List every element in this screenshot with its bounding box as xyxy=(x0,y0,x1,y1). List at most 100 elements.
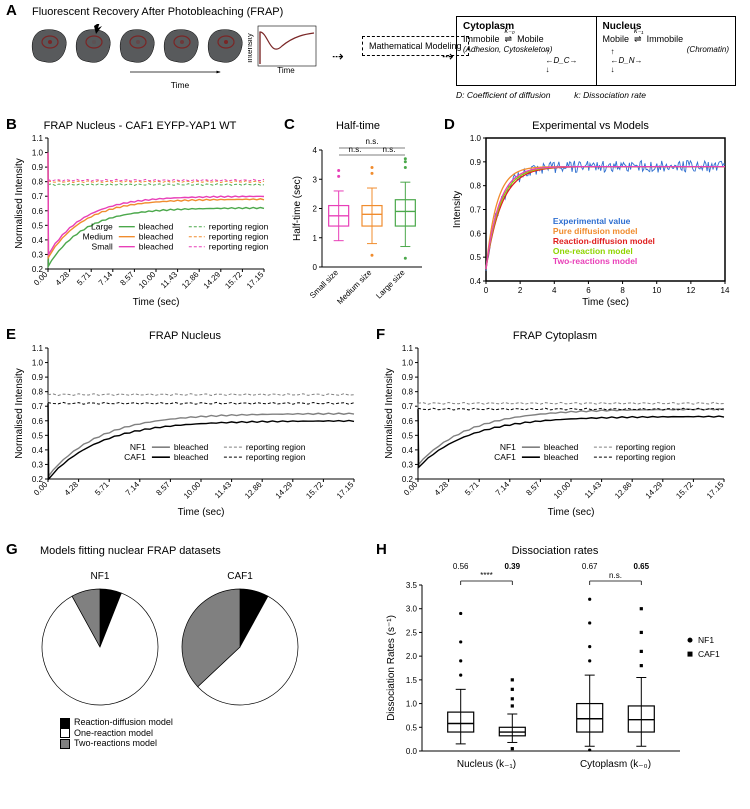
panel-h: Dissociation rates 0.00.51.01.52.02.53.0… xyxy=(380,545,730,785)
svg-text:Nucleus (k₋₁): Nucleus (k₋₁) xyxy=(457,759,516,770)
svg-text:8: 8 xyxy=(620,286,625,295)
svg-text:15.72: 15.72 xyxy=(304,480,325,501)
svg-text:5.71: 5.71 xyxy=(93,480,111,498)
svg-text:Normalised Intensity: Normalised Intensity xyxy=(14,368,25,459)
svg-text:Intensity: Intensity xyxy=(452,191,463,228)
svg-text:8.57: 8.57 xyxy=(118,270,136,288)
svg-text:14.29: 14.29 xyxy=(644,480,665,501)
svg-text:0.9: 0.9 xyxy=(470,158,482,167)
compartment-box: Cytoplasm Immobile ⇌k₋₀ Mobile (Adhesion… xyxy=(456,16,736,86)
svg-text:1.0: 1.0 xyxy=(32,359,44,368)
svg-text:15.72: 15.72 xyxy=(223,270,244,291)
svg-text:reporting region: reporting region xyxy=(246,442,306,452)
svg-text:Experimental value: Experimental value xyxy=(553,216,631,226)
svg-text:4: 4 xyxy=(552,286,557,295)
svg-text:0.6: 0.6 xyxy=(470,229,482,238)
panel-a: Fluorescent Recovery After Photobleachin… xyxy=(10,6,730,106)
svg-text:Large: Large xyxy=(91,222,113,232)
svg-text:Cytoplasm (k₋₀): Cytoplasm (k₋₀) xyxy=(580,759,651,770)
svg-text:1.0: 1.0 xyxy=(402,359,414,368)
svg-text:Medium: Medium xyxy=(83,232,113,242)
svg-text:bleached: bleached xyxy=(174,452,209,462)
svg-text:Time (sec): Time (sec) xyxy=(582,297,629,307)
svg-text:bleached: bleached xyxy=(544,452,579,462)
svg-text:15.72: 15.72 xyxy=(674,480,695,501)
svg-text:0.9: 0.9 xyxy=(32,163,44,172)
svg-text:1.1: 1.1 xyxy=(402,344,414,353)
panel-c: Half-time 01234Half-time (sec)Small size… xyxy=(288,120,428,310)
panel-f: FRAP Cytoplasm 0.20.30.40.50.60.70.80.91… xyxy=(380,330,730,520)
svg-text:0.7: 0.7 xyxy=(32,402,44,411)
pie-legend: Reaction-diffusion modelOne-reaction mod… xyxy=(10,717,340,749)
svg-text:Medium size: Medium size xyxy=(335,268,374,307)
svg-text:0.5: 0.5 xyxy=(470,253,482,262)
svg-text:7.14: 7.14 xyxy=(97,270,115,288)
svg-text:6: 6 xyxy=(586,286,591,295)
svg-text:0.67: 0.67 xyxy=(582,562,598,571)
svg-text:2.5: 2.5 xyxy=(406,628,418,637)
svg-text:****: **** xyxy=(480,571,492,580)
svg-text:reporting region: reporting region xyxy=(246,452,306,462)
svg-text:17.15: 17.15 xyxy=(245,270,266,291)
svg-text:0.4: 0.4 xyxy=(32,446,44,455)
svg-text:4: 4 xyxy=(313,146,318,155)
svg-text:0.8: 0.8 xyxy=(470,182,482,191)
cells-xaxis-label: Time xyxy=(130,70,230,90)
svg-text:0.6: 0.6 xyxy=(32,207,44,216)
panel-b-title: FRAP Nucleus - CAF1 EYFP-YAP1 WT xyxy=(10,120,270,132)
arrow-1: ⇢ xyxy=(332,48,344,65)
svg-text:0.3: 0.3 xyxy=(402,460,414,469)
svg-text:Small: Small xyxy=(92,242,113,252)
svg-text:0.9: 0.9 xyxy=(32,373,44,382)
svg-text:4.28: 4.28 xyxy=(433,480,451,498)
svg-text:7.14: 7.14 xyxy=(124,480,142,498)
svg-text:NF1: NF1 xyxy=(500,442,516,452)
panel-d: Experimental vs Models 0.4 0.5 0.6 0.7 0.8 0.… xyxy=(448,120,733,310)
svg-text:Small size: Small size xyxy=(308,268,341,301)
svg-text:0.3: 0.3 xyxy=(32,460,44,469)
svg-text:17.15: 17.15 xyxy=(705,480,726,501)
svg-text:n.s.: n.s. xyxy=(366,137,379,146)
svg-text:0.4: 0.4 xyxy=(470,277,482,286)
svg-text:10: 10 xyxy=(652,286,661,295)
svg-text:NF1: NF1 xyxy=(91,571,110,582)
svg-text:Large size: Large size xyxy=(374,268,407,301)
svg-text:3.0: 3.0 xyxy=(406,605,418,614)
panel-d-title: Experimental vs Models xyxy=(448,120,733,132)
svg-text:10.00: 10.00 xyxy=(552,480,573,501)
svg-text:12.86: 12.86 xyxy=(180,270,201,291)
svg-text:12.86: 12.86 xyxy=(613,480,634,501)
svg-text:0.8: 0.8 xyxy=(32,388,44,397)
svg-text:17.15: 17.15 xyxy=(335,480,356,501)
svg-text:11.43: 11.43 xyxy=(583,480,603,500)
svg-text:0.8: 0.8 xyxy=(32,178,44,187)
panel-b: FRAP Nucleus - CAF1 EYFP-YAP1 WT 0.20.30… xyxy=(10,120,270,310)
panel-h-title: Dissociation rates xyxy=(380,545,730,557)
svg-text:n.s.: n.s. xyxy=(609,571,622,580)
svg-text:bleached: bleached xyxy=(139,222,174,232)
svg-text:n.s.: n.s. xyxy=(383,145,396,154)
svg-text:0.5: 0.5 xyxy=(402,431,414,440)
svg-text:bleached: bleached xyxy=(174,442,209,452)
svg-text:0.65: 0.65 xyxy=(634,562,650,571)
panel-e-title: FRAP Nucleus xyxy=(10,330,360,342)
svg-text:1.1: 1.1 xyxy=(32,134,44,143)
svg-text:reporting region: reporting region xyxy=(616,442,676,452)
svg-text:0.8: 0.8 xyxy=(402,388,414,397)
cells-row xyxy=(28,24,246,66)
svg-text:Pure diffusion model: Pure diffusion model xyxy=(553,226,638,236)
svg-text:0.7: 0.7 xyxy=(32,192,44,201)
svg-text:0.7: 0.7 xyxy=(470,206,482,215)
svg-text:1.5: 1.5 xyxy=(406,676,418,685)
svg-text:Normalised Intensity: Normalised Intensity xyxy=(14,158,25,249)
panel-g-title: Models fitting nuclear FRAP datasets xyxy=(10,545,340,557)
svg-text:1.0: 1.0 xyxy=(406,700,418,709)
svg-text:14.29: 14.29 xyxy=(202,270,223,291)
svg-text:Reaction-diffusion model: Reaction-diffusion model xyxy=(553,236,655,246)
svg-text:10.00: 10.00 xyxy=(137,270,158,291)
panel-a-title: Fluorescent Recovery After Photobleachin… xyxy=(32,6,283,18)
svg-text:Time (sec): Time (sec) xyxy=(548,507,595,517)
svg-text:14: 14 xyxy=(721,286,730,295)
panel-c-title: Half-time xyxy=(288,120,428,132)
svg-text:1.0: 1.0 xyxy=(470,134,482,143)
